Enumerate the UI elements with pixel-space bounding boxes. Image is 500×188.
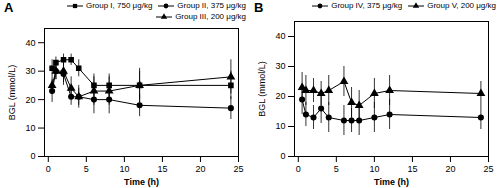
html-text:Group III, 200 μg/kg: Group III, 200 μg/kg [175,12,246,21]
svg-text:10: 10 [25,123,35,133]
html-text:Group II, 375 μg/kg: Group II, 375 μg/kg [177,1,246,10]
svg-text:30: 30 [25,66,35,76]
svg-text:25: 25 [483,164,493,174]
svg-text:15: 15 [407,164,417,174]
svg-text:Time (h): Time (h) [374,177,409,187]
svg-text:20: 20 [275,91,285,101]
svg-text:0: 0 [296,164,301,174]
svg-text:10: 10 [119,164,129,174]
html-text:Group I, 750 μg/kg: Group I, 750 μg/kg [85,1,153,10]
html-text:A: A [4,0,14,15]
svg-text:0: 0 [280,151,285,161]
svg-text:20: 20 [25,94,35,104]
svg-text:Time (h): Time (h) [124,177,159,187]
svg-text:5: 5 [84,164,89,174]
svg-text:15: 15 [157,164,167,174]
svg-text:40: 40 [25,38,35,48]
svg-text:40: 40 [275,31,285,41]
svg-text:30: 30 [275,61,285,71]
svg-text:5: 5 [334,164,339,174]
svg-text:0: 0 [30,151,35,161]
svg-text:BGL (mmol/L): BGL (mmol/L) [257,61,267,117]
svg-text:10: 10 [275,121,285,131]
svg-text:10: 10 [369,164,379,174]
svg-text:BGL (mmol/L): BGL (mmol/L) [7,65,17,121]
html-text:Group IV, 375 μg/kg: Group IV, 375 μg/kg [331,1,403,10]
html-text:B: B [254,0,264,15]
html-text:Group V, 200 μg/kg: Group V, 200 μg/kg [427,1,496,10]
svg-text:25: 25 [233,164,243,174]
svg-text:20: 20 [445,164,455,174]
svg-text:0: 0 [46,164,51,174]
svg-text:20: 20 [195,164,205,174]
